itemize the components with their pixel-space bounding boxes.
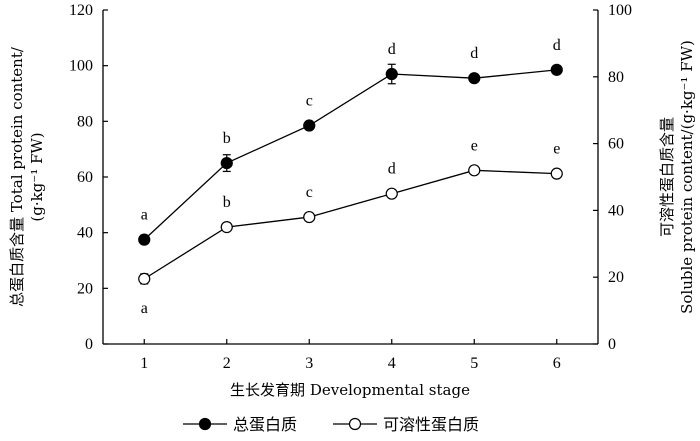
series-soluble-protein: a b c d e e (138, 137, 563, 317)
significance-label: c (306, 184, 313, 201)
data-point (303, 210, 316, 224)
x-tick-label: 2 (223, 355, 231, 372)
significance-label: b (223, 194, 231, 211)
series-layer: a b c d d d a b c d e e (138, 37, 563, 317)
significance-label: d (388, 41, 396, 58)
series-total-protein: a b c d d d (138, 37, 563, 246)
left-y-axis-title: 总蛋白质含量 Total protein content/ (g·kg⁻¹ FW… (8, 46, 46, 307)
significance-label: a (141, 207, 148, 224)
data-point (385, 67, 398, 81)
x-ticks: 1 2 3 4 5 6 (140, 339, 561, 372)
x-tick-label: 3 (305, 355, 313, 372)
data-point (550, 167, 563, 180)
right-y-ticks: 0 20 40 60 80 100 (593, 2, 632, 353)
left-y-tick-label: 40 (77, 225, 93, 242)
data-point (138, 272, 151, 285)
significance-label: d (388, 161, 396, 178)
legend-marker-open-circle (348, 417, 362, 431)
plot-frame (102, 10, 599, 345)
significance-label: d (470, 45, 478, 62)
right-y-tick-label: 20 (608, 269, 624, 286)
left-y-tick-label: 80 (77, 113, 93, 130)
x-tick-label: 6 (553, 355, 561, 372)
left-y-axis-title-line-1: 总蛋白质含量 Total protein content/ (8, 46, 26, 307)
significance-label: e (471, 137, 478, 154)
data-point (303, 119, 316, 132)
significance-label: d (553, 37, 561, 54)
left-y-tick-label: 100 (69, 58, 93, 75)
significance-label: e (553, 141, 560, 158)
legend-marker-filled-circle (198, 417, 212, 431)
data-point (138, 233, 151, 246)
series-line-soluble-protein (143, 169, 557, 280)
legend-item-total-protein: 总蛋白质 (183, 415, 297, 434)
right-y-axis-title: 可溶性蛋白质含量 Soluble protein content/(g·kg⁻¹… (658, 40, 696, 314)
data-point (220, 221, 233, 234)
left-y-ticks: 0 20 40 60 80 100 120 (69, 2, 108, 353)
legend: 总蛋白质 可溶性蛋白质 (183, 415, 479, 434)
left-y-tick-label: 120 (69, 2, 93, 19)
right-y-axis-title-line-2: Soluble protein content/(g·kg⁻¹ FW) (678, 40, 696, 314)
right-y-tick-label: 40 (608, 202, 624, 219)
right-y-tick-label: 80 (608, 69, 624, 86)
data-point (468, 164, 481, 177)
significance-label: b (223, 130, 231, 147)
x-tick-label: 1 (140, 355, 148, 372)
x-tick-label: 4 (388, 355, 396, 372)
left-y-tick-label: 60 (77, 169, 93, 186)
data-point (468, 72, 481, 85)
data-point (220, 156, 233, 170)
significance-label: c (306, 93, 313, 110)
left-y-axis-title-line-2: (g·kg⁻¹ FW) (28, 132, 46, 221)
right-y-tick-label: 0 (608, 336, 616, 353)
series-line-total-protein (143, 69, 557, 241)
legend-label-total-protein: 总蛋白质 (233, 415, 297, 434)
x-axis-title: 生长发育期 Developmental stage (230, 381, 470, 399)
legend-item-soluble-protein: 可溶性蛋白质 (333, 415, 479, 434)
legend-label-soluble-protein: 可溶性蛋白质 (383, 415, 479, 434)
right-y-tick-label: 60 (608, 136, 624, 153)
data-point (385, 187, 398, 200)
left-y-tick-label: 0 (85, 336, 93, 353)
x-tick-label: 5 (470, 355, 478, 372)
right-y-axis-title-line-1: 可溶性蛋白质含量 (658, 117, 676, 237)
significance-label: a (141, 300, 148, 317)
left-y-tick-label: 20 (77, 280, 93, 297)
data-point (550, 63, 563, 76)
right-y-tick-label: 100 (608, 2, 632, 19)
